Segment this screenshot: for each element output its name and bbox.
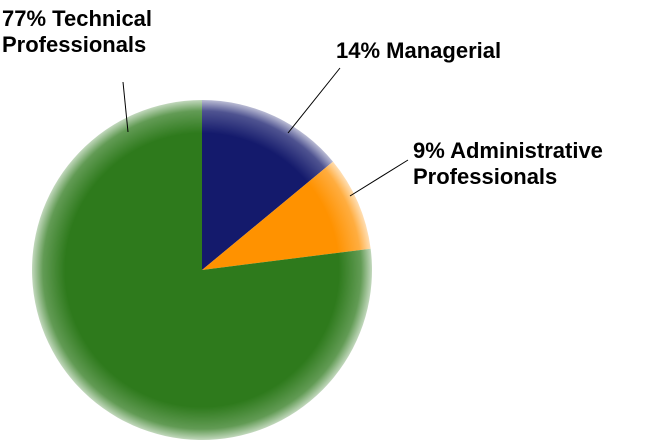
leader-line <box>122 81 129 133</box>
leader-line <box>349 159 409 197</box>
slice-value-label: 9% <box>413 138 445 163</box>
slice-category: Technical Professionals <box>2 6 153 57</box>
slice-label: 77% Technical Professionals <box>2 6 222 58</box>
slice-value-label: 14% <box>336 38 381 63</box>
slice-category: Managerial <box>386 38 502 63</box>
slice-value-label: 77% <box>2 6 47 31</box>
pie-shading <box>31 99 373 441</box>
slice-label: 14% Managerial <box>336 38 501 64</box>
slice-category: Administrative Professionals <box>413 138 603 189</box>
slice-label: 9% Administrative Professionals <box>413 138 653 190</box>
leader-line <box>287 67 341 134</box>
